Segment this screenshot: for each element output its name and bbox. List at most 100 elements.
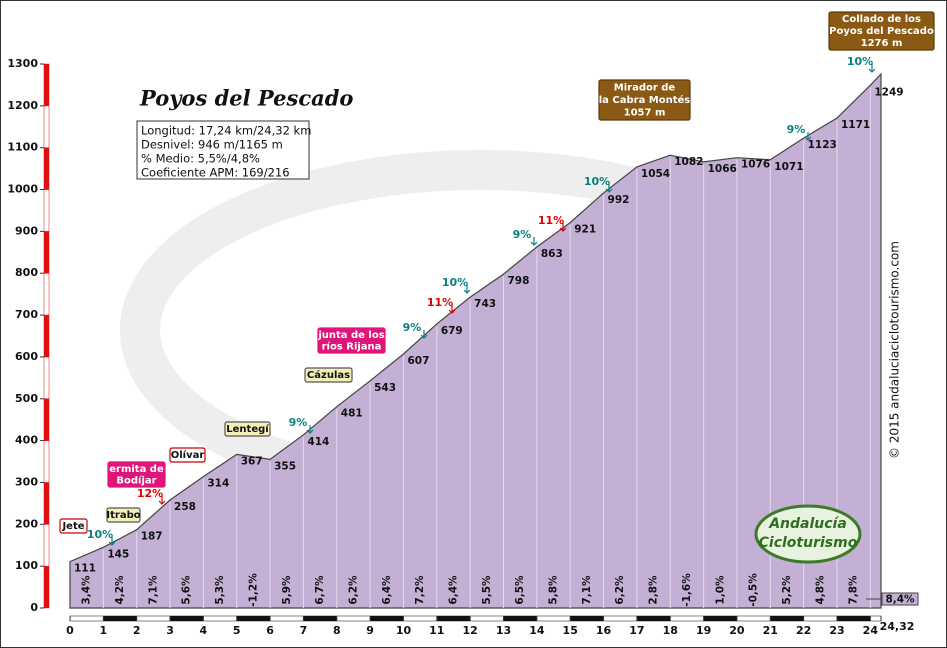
elevation-label: 1249 — [874, 86, 903, 98]
gradient-arrow — [804, 132, 812, 141]
info-line: Longitud: 17,24 km/24,32 km — [141, 124, 311, 138]
x-axis-segment — [570, 616, 604, 621]
place-label: Bodíjar — [116, 474, 156, 486]
elevation-label: 1054 — [641, 168, 670, 180]
gradient-arrow — [158, 496, 166, 505]
axis-segment — [43, 314, 50, 358]
axis-segment — [43, 565, 50, 609]
watermark-text: © 2015 andaluciaciclotourismo.com — [888, 241, 902, 459]
x-tick-label: 20 — [729, 624, 745, 637]
place-box — [224, 421, 271, 437]
segment-gradient: -1,2% — [247, 573, 259, 607]
segment-gradient: 7,2% — [414, 575, 426, 605]
elevation-label: 1066 — [708, 163, 737, 175]
gradient-marker: 10% — [442, 276, 468, 289]
logo-text: Andalucía — [768, 516, 847, 532]
axis-segment — [43, 440, 50, 483]
place-label: ríos Rijana — [322, 340, 382, 352]
x-tick-label: 16 — [596, 624, 612, 637]
gradient-arrow — [868, 64, 876, 73]
place-box — [304, 367, 353, 383]
gradient-marker: 10% — [87, 528, 113, 541]
x-axis-segment — [103, 616, 137, 621]
place-box — [828, 11, 935, 51]
segment-gradient: 6,2% — [347, 575, 359, 605]
x-axis-segment — [703, 616, 737, 621]
gradient-arrow — [448, 305, 456, 314]
elevation-label: 111 — [74, 563, 96, 575]
segment-gradient: 2,8% — [648, 575, 660, 605]
x-axis-segment — [170, 616, 204, 621]
place-box — [169, 447, 206, 463]
segment-gradient: 6,4% — [447, 575, 459, 605]
axis-segment — [43, 63, 50, 107]
segment-gradient: 4,2% — [114, 575, 126, 605]
y-tick-label: 1100 — [7, 141, 38, 154]
segment-gradient: 5,8% — [548, 575, 560, 605]
x-tick-label: 21 — [763, 624, 778, 637]
x-tick-label: 8 — [333, 624, 341, 637]
place-label: Lentegí — [226, 423, 269, 435]
info-box — [136, 120, 310, 180]
x-axis-segment — [236, 616, 271, 621]
segment-gradient: 7,1% — [147, 575, 159, 605]
y-tick-label: 0 — [30, 601, 38, 614]
segment-gradient: 5,2% — [781, 575, 793, 605]
place-label: 1057 m — [624, 108, 666, 119]
x-axis-segment — [303, 616, 337, 621]
axis-segment — [43, 147, 50, 190]
segment-gradient: -0,5% — [748, 573, 760, 607]
place-label: Jete — [61, 521, 84, 532]
place-label: Mirador de — [614, 82, 676, 93]
segment-gradient: 5,3% — [214, 575, 226, 605]
segment-gradient: 5,6% — [181, 575, 193, 605]
gradient-marker: 11% — [427, 296, 453, 309]
elevation-label: 145 — [107, 548, 129, 560]
segment-gradient: 6,2% — [614, 575, 626, 605]
axis-segment — [43, 524, 50, 567]
elevation-label: 481 — [341, 408, 363, 420]
x-tick-label: 1 — [100, 624, 108, 637]
elevation-label: 414 — [307, 436, 329, 448]
segment-gradient: 7,1% — [581, 575, 593, 605]
gradient-arrow — [420, 330, 428, 339]
axis-segment — [43, 398, 50, 441]
logo-badge — [754, 504, 862, 564]
x-axis-segment — [370, 616, 404, 621]
gradient-marker: 9% — [787, 123, 806, 136]
place-box — [317, 327, 386, 354]
elevation-label: 543 — [374, 382, 396, 394]
axis-segment — [43, 272, 50, 316]
place-box — [598, 79, 691, 121]
gradient-marker: 12% — [137, 487, 163, 500]
elevation-label: 679 — [441, 325, 463, 337]
elevation-label: 1071 — [774, 161, 803, 173]
axis-segment — [43, 482, 50, 525]
gradient-arrow — [605, 184, 613, 193]
place-box — [106, 507, 141, 523]
segment-gradient: 8,4% — [885, 594, 915, 606]
elevation-label: 258 — [174, 501, 196, 513]
plot: 0100200300400500600700800900100011001200… — [7, 11, 935, 637]
x-tick-label: 4 — [200, 624, 208, 637]
segment-gradient: -1,6% — [681, 573, 693, 607]
gradient-arrow — [530, 237, 538, 246]
y-tick-label: 1000 — [7, 183, 38, 196]
x-axis-segment — [836, 616, 871, 621]
y-tick-label: 200 — [15, 517, 38, 530]
axis-segment — [43, 356, 50, 400]
place-box — [59, 518, 88, 534]
x-tick-label: 3 — [166, 624, 174, 637]
elevation-label: 367 — [241, 455, 263, 467]
x-tick-label: 24 — [863, 624, 879, 637]
y-tick-label: 300 — [15, 475, 38, 488]
gradient-marker: 9% — [289, 416, 308, 429]
y-tick-label: 100 — [15, 559, 38, 572]
x-tick-label: 11 — [429, 624, 444, 637]
x-tick-label: 15 — [563, 624, 578, 637]
x-tick-label: 9 — [366, 624, 374, 637]
x-tick-label: 23 — [829, 624, 844, 637]
segment-gradient: 6,7% — [314, 575, 326, 605]
